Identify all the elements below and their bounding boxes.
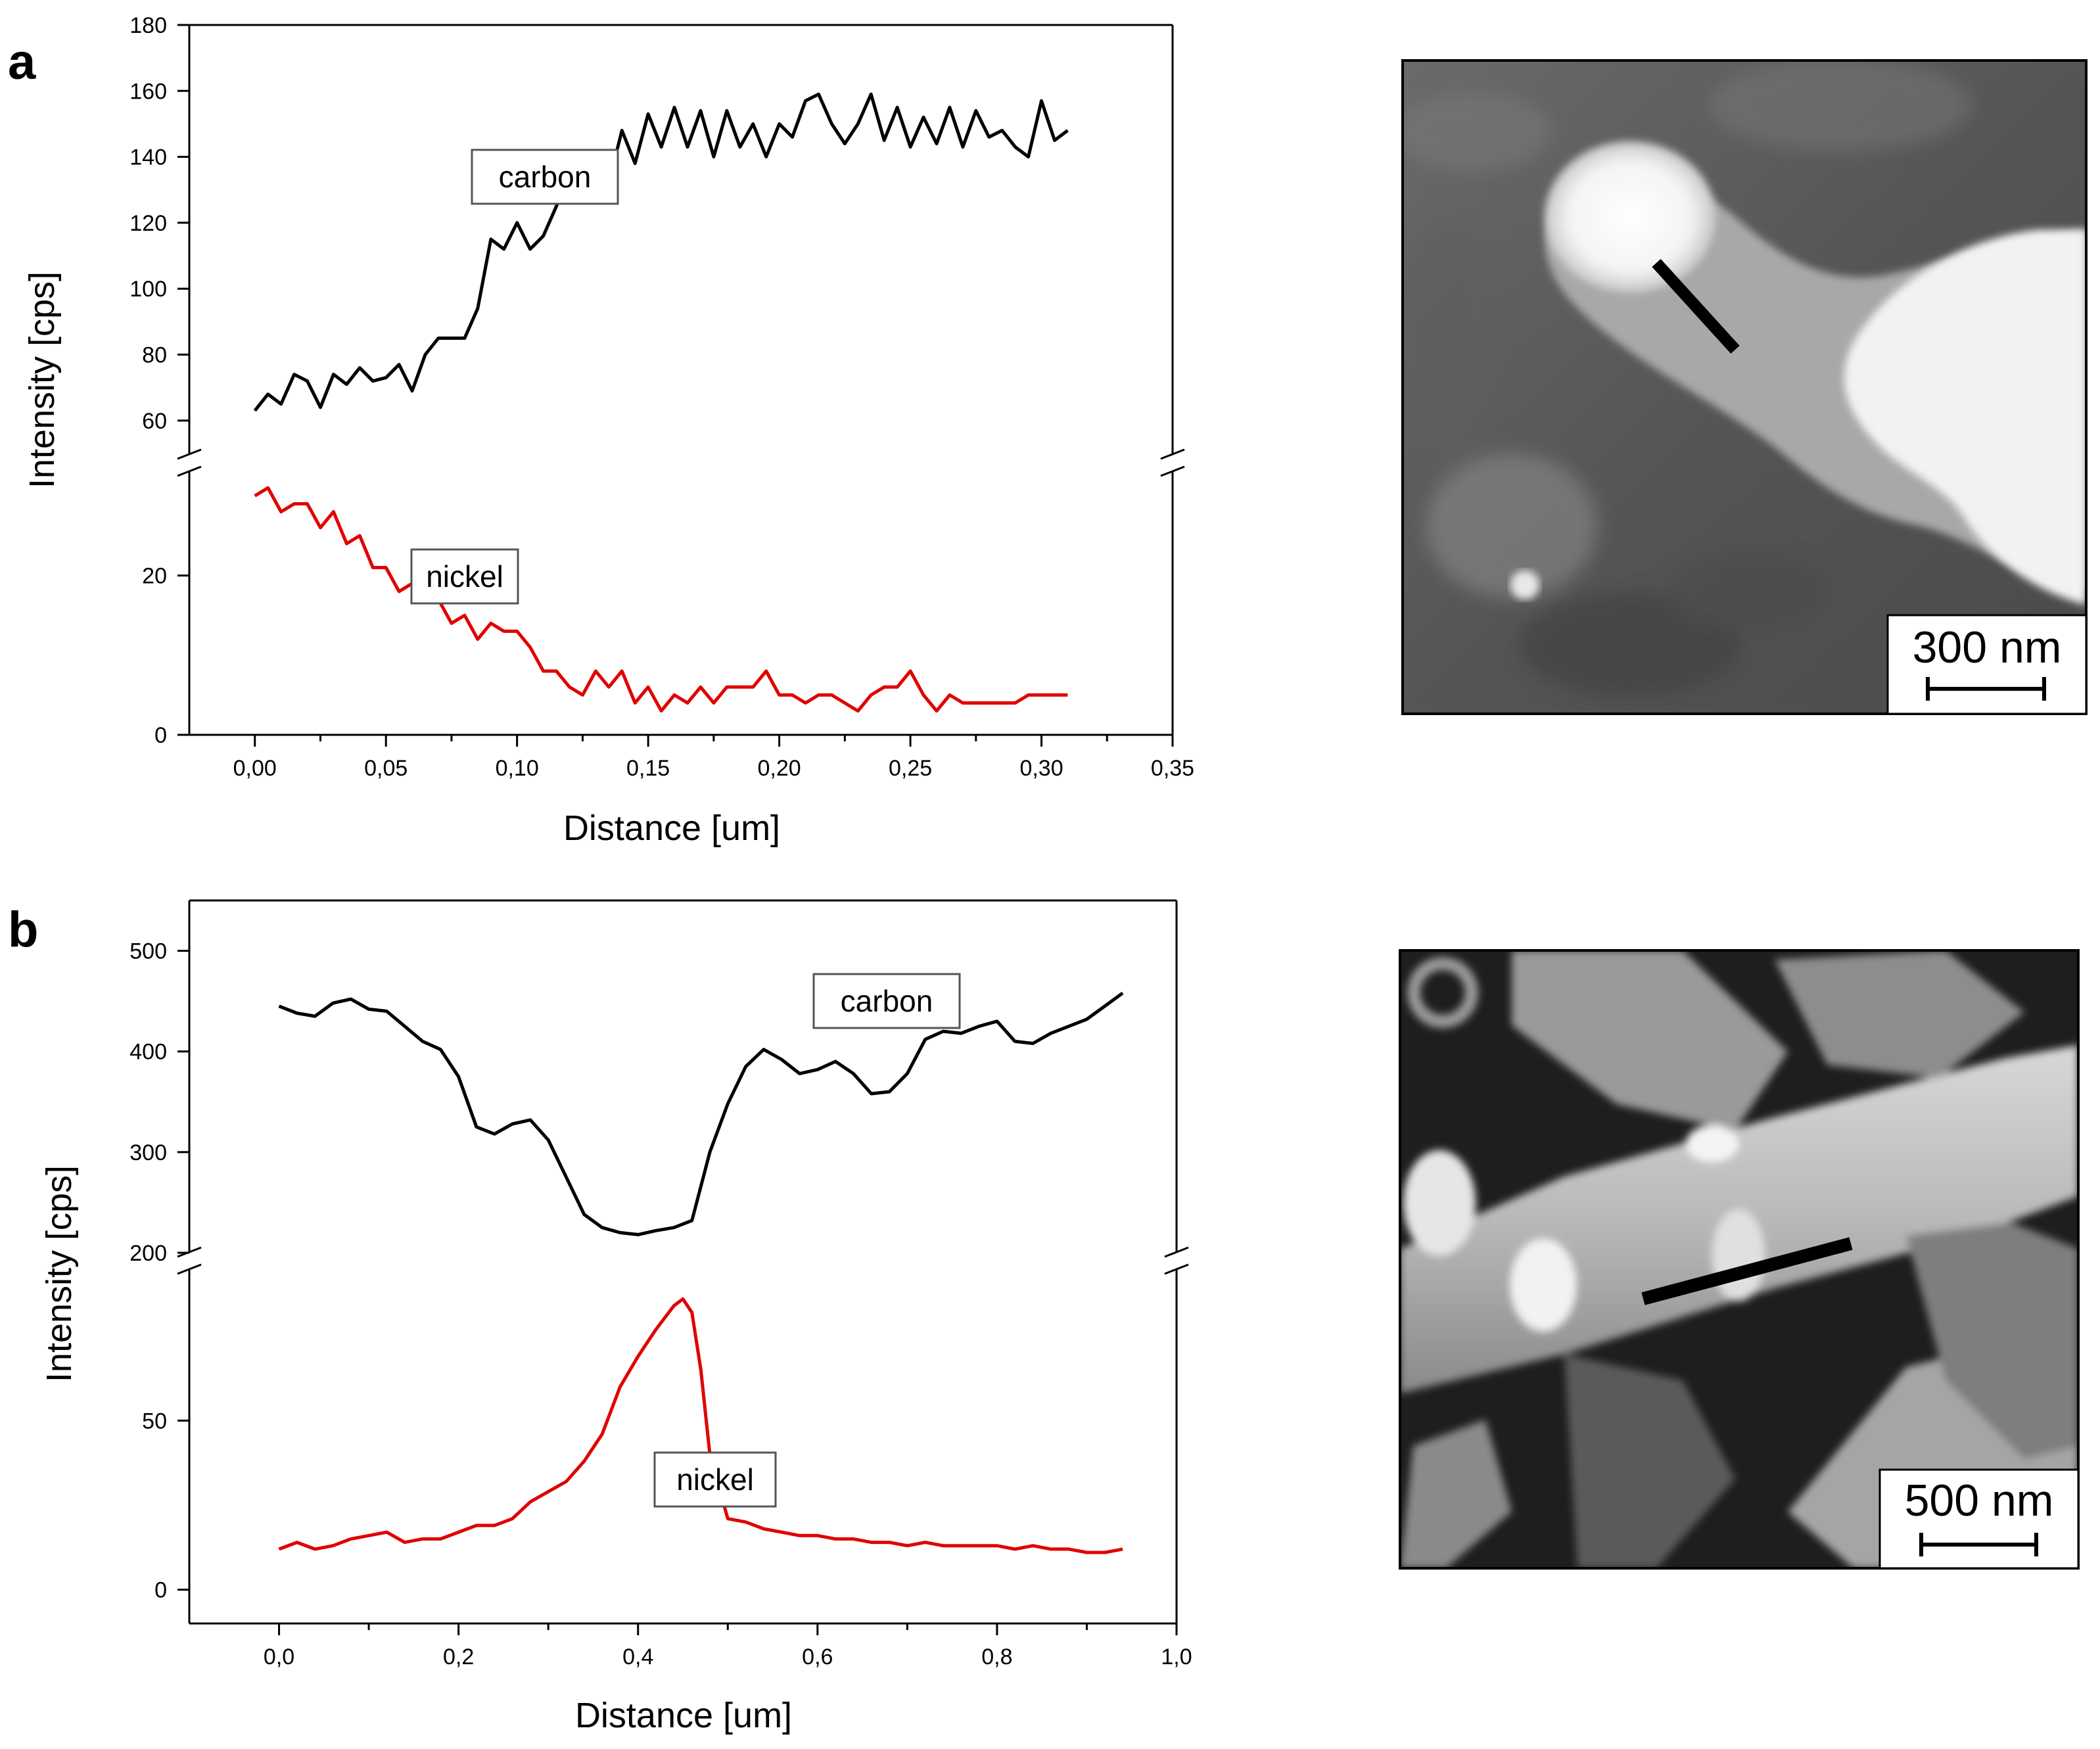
panel-letter-b: b [8,902,38,958]
axis-break-mark [1164,1263,1189,1275]
nickel-label-b: nickel [676,1462,754,1497]
chart-a: 0,00 0,05 0,10 0,15 0,20 0,25 0,30 0,35 60 80 100 1… [22,13,1194,848]
x-tick-label: 0,2 [443,1644,474,1669]
micrograph-a-frame [1401,59,2088,715]
x-tick-label: 0,0 [264,1644,294,1669]
y-tick-label: 20 [142,564,167,589]
micrograph-b-scale-label: 500 nm [1905,1476,2054,1526]
micrograph-a-texture [1403,60,1972,697]
micrograph-b-scale-box [1878,1468,2080,1570]
chart-a-x-axis-title: Distance [um] [563,808,780,848]
micrograph-b-fibers [1400,950,2078,1568]
chart-a-series-layer [253,92,1069,713]
chart-a-y-axis-title: Intensity [cps] [22,271,62,488]
y-tick-label: 180 [129,13,167,38]
carbon-label-a: carbon [499,160,592,194]
chart-a-annotations: carbon nickel [410,149,619,605]
micrograph-a-scale-bar [1926,677,2046,701]
y-tick-label: 50 [142,1409,167,1434]
x-tick-label: 0,8 [981,1644,1012,1669]
axis-break-mark [177,1263,202,1275]
carbon-label-box-a [471,149,619,205]
y-tick-label: 500 [129,939,167,964]
micrograph-a-linescan [1652,258,1740,354]
x-tick-label: 0,25 [889,756,932,781]
chart-b-series-layer [278,991,1124,1554]
x-tick-label: 0,20 [758,756,801,781]
x-tick-label: 0,15 [626,756,670,781]
micrograph-a-scale-label: 300 nm [1913,622,2062,672]
series-line-carbon [278,991,1124,1236]
chart-b: 0,0 0,2 0,4 0,6 0,8 1,0 200 300 400 500 0 50 carbon… [39,899,1192,1735]
micrograph-a: 300 nm [1401,59,2088,715]
y-tick-label: 60 [142,409,167,434]
y-tick-label: 300 [129,1140,167,1165]
axis-break-mark [1160,448,1185,460]
y-tick-label: 0 [154,1578,167,1603]
micrograph-b-linescan [1641,1237,1853,1305]
axis-break-mark [1164,1246,1189,1258]
micrograph-a-nickel-particle [1545,141,1715,292]
y-tick-label: 140 [129,145,167,170]
micrograph-a-bright-region [1844,230,2086,605]
chart-a-ticks-layer: 0,00 0,05 0,10 0,15 0,20 0,25 0,30 0,35 60 80 100 1… [129,13,1194,781]
axis-break-mark [1160,465,1185,477]
series-line-carbon [253,92,1069,412]
y-tick-label: 100 [129,277,167,302]
micrograph-b-frame [1399,949,2080,1570]
carbon-label-box-b [812,973,961,1029]
axis-break-mark [177,465,202,477]
chart-a-plot-frame [177,24,1185,736]
y-tick-label: 400 [129,1040,167,1065]
nickel-label-box-a [410,548,519,605]
series-line-nickel [278,1297,1123,1554]
x-tick-label: 0,10 [496,756,539,781]
nickel-label-a: nickel [426,559,503,594]
panel-letter-a: a [8,34,36,90]
micrograph-a-scale-box [1886,614,2088,715]
chart-b-plot-frame [177,899,1189,1625]
x-tick-label: 0,35 [1151,756,1194,781]
chart-b-x-axis-title: Distance [um] [575,1696,792,1735]
y-tick-label: 160 [129,79,167,104]
chart-b-annotations: carbon nickel [653,973,961,1508]
chart-b-ticks-layer: 0,0 0,2 0,4 0,6 0,8 1,0 200 300 400 500 0 50 [129,939,1192,1669]
y-tick-label: 200 [129,1241,167,1266]
x-tick-label: 0,00 [233,756,277,781]
y-tick-label: 0 [154,723,167,748]
x-tick-label: 0,05 [364,756,408,781]
x-tick-label: 0,30 [1019,756,1063,781]
series-line-nickel [254,486,1068,713]
axis-break-mark [177,448,202,460]
carbon-label-b: carbon [841,984,933,1018]
nickel-label-box-b [653,1451,777,1508]
y-tick-label: 80 [142,343,167,368]
chart-b-y-axis-title: Intensity [cps] [39,1165,79,1382]
x-tick-label: 0,4 [622,1644,653,1669]
micrograph-b-scale-bar [1919,1533,2038,1556]
x-tick-label: 0,6 [802,1644,833,1669]
x-tick-label: 1,0 [1161,1644,1192,1669]
y-tick-label: 120 [129,211,167,236]
micrograph-b: 500 nm [1399,949,2080,1570]
